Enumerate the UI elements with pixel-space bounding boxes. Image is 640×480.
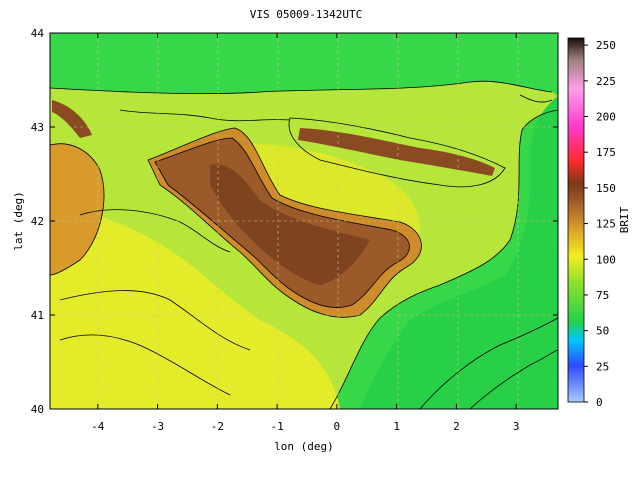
colorbar-tick-label: 200: [596, 111, 616, 124]
colorbar-tick-label: 25: [596, 360, 609, 373]
y-tick-label: 42: [31, 215, 44, 228]
x-tick-label: 1: [393, 420, 400, 433]
y-tick-label: 41: [31, 309, 44, 322]
brightness-field: [50, 33, 558, 409]
x-tick-label: -3: [151, 420, 164, 433]
colorbar-label: BRIT: [618, 206, 631, 233]
grid-lines: [50, 33, 558, 409]
contour-lines: [50, 80, 558, 409]
colorbar-tick-label: 175: [596, 146, 616, 159]
y-tick-label: 44: [31, 27, 45, 40]
colorbar-tick-label: 100: [596, 253, 616, 266]
ebro-basin-core: [210, 164, 370, 285]
y-axis-label: lat (deg): [12, 191, 25, 251]
pyrenees-band: [298, 128, 495, 176]
west-highland: [50, 143, 104, 275]
axis-ticks: -4 -3 -2 -1 0 1 2 3 40 41 42 43 44: [31, 27, 558, 433]
x-axis-label: lon (deg): [274, 440, 334, 453]
x-tick-label: 0: [334, 420, 341, 433]
colorbar-tick-label: 225: [596, 75, 616, 88]
plateau-area: [50, 200, 340, 409]
colorbar-tick-label: 150: [596, 182, 616, 195]
colorbar-tick-label: 50: [596, 325, 609, 338]
west-coast-highland: [52, 100, 92, 138]
x-tick-label: -4: [91, 420, 105, 433]
x-tick-label: 2: [453, 420, 460, 433]
mediterranean-sea: [360, 96, 558, 409]
y-tick-label: 40: [31, 403, 44, 416]
colorbar-ticks: 0 25 50 75 100 125 150 175 200 225 250: [584, 39, 616, 409]
chart-title: VIS 05009-1342UTC: [249, 8, 363, 21]
x-tick-label: -1: [270, 420, 283, 433]
colorbar-tick-label: 75: [596, 289, 609, 302]
x-tick-label: 3: [513, 420, 520, 433]
colorbar-tick-label: 250: [596, 39, 616, 52]
x-tick-label: -2: [211, 420, 224, 433]
colorbar-tick-label: 125: [596, 218, 616, 231]
y-tick-label: 43: [31, 121, 44, 134]
colorbar: [567, 37, 585, 403]
colorbar-tick-label: 0: [596, 396, 603, 409]
